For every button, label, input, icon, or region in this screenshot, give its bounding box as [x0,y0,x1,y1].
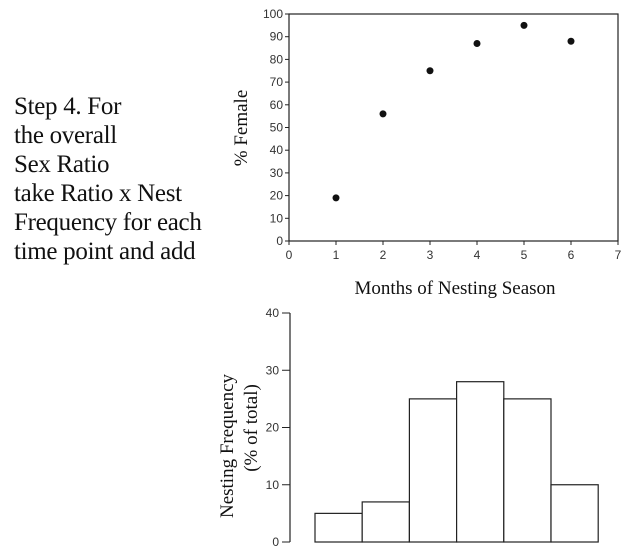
scatter-point [426,67,434,75]
scatter-x-axis-title: Months of Nesting Season [354,278,556,299]
scatter-x-tick-label: 3 [427,248,434,262]
scatter-y-tick-label: 30 [270,166,284,180]
scatter-point [332,194,340,202]
scatter-y-tick-label: 20 [270,189,284,203]
instruction-line: Sex Ratio [14,151,110,178]
bar-chart: 0 10 20 30 40 Nesting Frequency (% of total) [217,306,599,546]
instruction-text: Step 4. For the overall Sex Ratio take R… [14,92,274,266]
bar [408,398,458,543]
bar [361,501,411,543]
bar-y-tick-label: 10 [266,478,280,492]
scatter-y-tick-label: 40 [270,143,284,157]
bar [314,512,363,543]
bar-series [314,381,599,543]
scatter-point [520,21,528,29]
scatter-x-tick-label: 2 [380,248,387,262]
instruction-line: time point and add [14,238,196,265]
scatter-point [379,110,387,118]
instruction-line: the overall [14,122,117,149]
scatter-x-tick-label: 4 [474,248,481,262]
scatter-y-tick-label: 100 [263,7,283,21]
scatter-chart: 0 10 20 30 40 50 60 70 80 90 100 0 1 2 3 4 5 6 7 Months o… [231,7,622,299]
scatter-point [473,40,481,48]
scatter-y-tick-label: 60 [270,98,284,112]
bar-y-tick-label: 20 [266,421,280,435]
scatter-x-tick-label: 0 [286,248,293,262]
bar-y-axis-title: Nesting Frequency [217,373,238,518]
scatter-x-axis: 0 1 2 3 4 5 6 7 [286,241,622,262]
bar-y-axis-subtitle: (% of total) [241,384,262,472]
scatter-y-axis: 0 10 20 30 40 50 60 70 80 90 100 [263,7,289,248]
scatter-x-tick-label: 1 [333,248,340,262]
scatter-series [332,21,575,202]
scatter-x-tick-label: 6 [568,248,575,262]
bar-y-tick-label: 40 [266,306,280,320]
scatter-y-tick-label: 80 [270,52,284,66]
instruction-line: take Ratio x Nest [14,180,182,207]
bar-y-tick-label: 0 [272,535,279,546]
scatter-y-tick-label: 0 [276,234,283,248]
scatter-plot-frame [288,13,619,242]
scatter-x-tick-label: 5 [521,248,528,262]
scatter-x-tick-label: 7 [615,248,622,262]
scatter-point [567,37,575,45]
scatter-y-tick-label: 50 [270,121,284,135]
bar [503,398,552,543]
scatter-y-tick-label: 90 [270,30,284,44]
bar-y-axis: 0 10 20 30 40 [266,306,290,546]
bar [550,484,599,543]
instruction-line: Step 4. For [14,93,122,120]
bar-y-tick-label: 30 [266,363,280,377]
scatter-y-axis-title: % Female [231,90,252,167]
instruction-line: Frequency for each [14,209,202,236]
scatter-y-tick-label: 10 [270,211,284,225]
scatter-y-tick-label: 70 [270,75,284,89]
bar [456,381,505,543]
